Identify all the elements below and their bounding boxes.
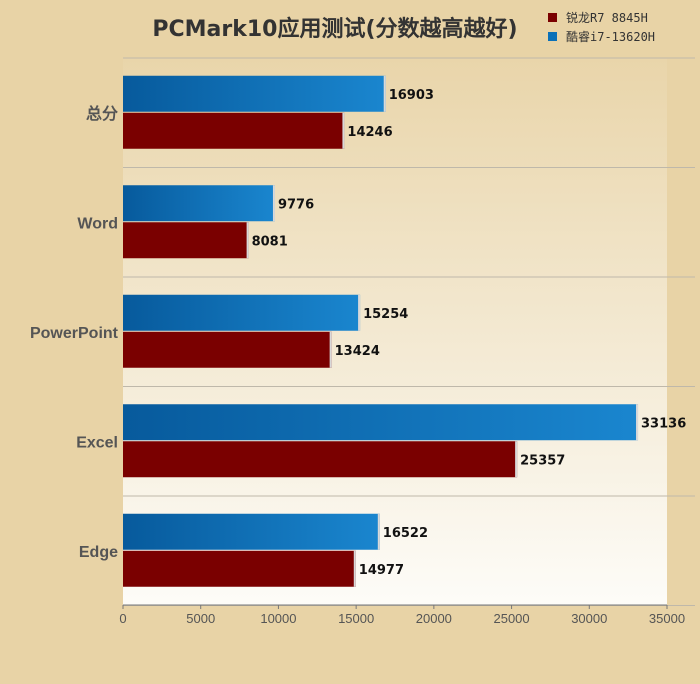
chart-title: PCMark10应用测试(分数越高越好) bbox=[152, 16, 517, 42]
bar-r7 bbox=[123, 331, 332, 368]
x-axis: 0 5000 10000 15000 20000 25000 30000 35000 bbox=[119, 604, 685, 626]
x-tick-label: 25000 bbox=[493, 611, 529, 626]
category-labels: 总分 Word PowerPoint Excel Edge bbox=[30, 104, 119, 561]
legend-swatch-i7 bbox=[548, 32, 557, 41]
data-label: 16903 bbox=[389, 88, 434, 103]
data-label: 8081 bbox=[252, 234, 288, 249]
bar-edge bbox=[246, 222, 249, 259]
bar-r7 bbox=[123, 550, 356, 587]
bar-edge bbox=[636, 404, 639, 441]
bar-i7 bbox=[123, 404, 639, 441]
bar-edge bbox=[358, 294, 361, 331]
category-label: Word bbox=[77, 215, 118, 232]
bar-edge bbox=[377, 513, 380, 550]
bar-r7 bbox=[123, 112, 345, 149]
legend: 锐龙R7 8845H 酷睿i7-13620H bbox=[548, 11, 655, 44]
legend-label-i7: 酷睿i7-13620H bbox=[566, 29, 655, 44]
x-tick-label: 35000 bbox=[649, 611, 685, 626]
x-tick-label: 20000 bbox=[416, 611, 452, 626]
bar-r7 bbox=[123, 441, 518, 478]
bar-i7 bbox=[123, 185, 275, 222]
bars: 16903 14246 9776 8081 15254 13424 33136 25357 16… bbox=[123, 75, 686, 587]
x-tick-label: 5000 bbox=[186, 611, 215, 626]
legend-swatch-r7 bbox=[548, 13, 557, 22]
x-tick-label: 30000 bbox=[571, 611, 607, 626]
data-label: 13424 bbox=[335, 344, 380, 359]
bar-edge bbox=[342, 112, 345, 149]
bar-i7 bbox=[123, 294, 361, 331]
data-label: 14977 bbox=[359, 563, 404, 578]
bar-edge bbox=[515, 441, 518, 478]
x-tick-label: 15000 bbox=[338, 611, 374, 626]
category-label: Edge bbox=[79, 544, 118, 561]
x-tick-label: 0 bbox=[119, 611, 126, 626]
legend-label-r7: 锐龙R7 8845H bbox=[566, 11, 648, 25]
bar-edge bbox=[383, 75, 386, 112]
data-label: 33136 bbox=[641, 416, 686, 431]
category-label: Excel bbox=[76, 434, 118, 451]
data-label: 15254 bbox=[363, 307, 408, 322]
bar-edge bbox=[329, 331, 332, 368]
data-label: 25357 bbox=[520, 453, 565, 468]
x-tick-label: 10000 bbox=[260, 611, 296, 626]
bar-i7 bbox=[123, 513, 380, 550]
bar-edge bbox=[353, 550, 356, 587]
data-label: 16522 bbox=[383, 526, 428, 541]
data-label: 9776 bbox=[278, 197, 314, 212]
data-label: 14246 bbox=[347, 125, 392, 140]
bar-r7 bbox=[123, 222, 249, 259]
category-label: 总分 bbox=[86, 104, 118, 123]
category-label: PowerPoint bbox=[30, 325, 119, 342]
bar-i7 bbox=[123, 75, 386, 112]
bar-edge bbox=[272, 185, 275, 222]
